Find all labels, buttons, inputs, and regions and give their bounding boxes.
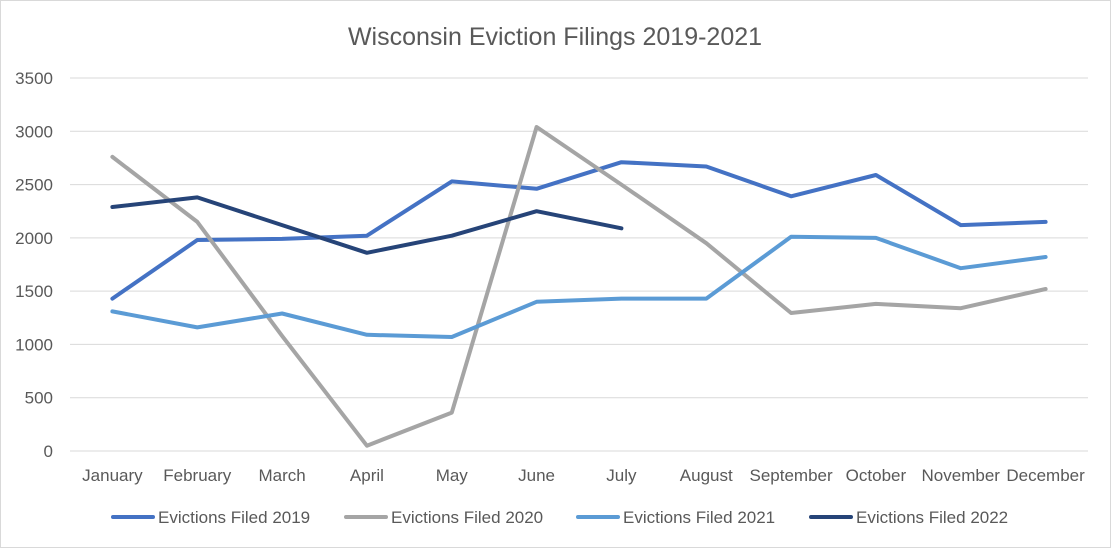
x-tick-label: October	[846, 466, 907, 485]
x-tick-label: November	[922, 466, 1001, 485]
x-tick-label: August	[680, 466, 733, 485]
x-axis-ticks: January February March April May June July Augu…	[82, 466, 1085, 485]
series-line-1	[110, 160, 1048, 301]
x-tick-label: April	[350, 466, 384, 485]
y-tick-label: 3500	[15, 69, 53, 88]
gridlines	[70, 77, 1088, 452]
chart-title: Wisconsin Eviction Filings 2019-2021	[348, 23, 762, 51]
legend-label: Evictions Filed 2019	[158, 508, 310, 527]
legend-label: Evictions Filed 2021	[623, 508, 775, 527]
series-line-3	[110, 234, 1048, 339]
series-line-4	[110, 195, 624, 255]
legend-label: Evictions Filed 2022	[856, 508, 1008, 527]
x-tick-label: May	[436, 466, 469, 485]
y-tick-label: 2500	[15, 176, 53, 195]
x-tick-label: January	[82, 466, 143, 485]
x-tick-label: February	[163, 466, 232, 485]
legend-label: Evictions Filed 2020	[391, 508, 543, 527]
y-tick-label: 500	[25, 389, 53, 408]
x-tick-label: March	[258, 466, 305, 485]
legend: Evictions Filed 2019 Evictions Filed 2020…	[111, 508, 1008, 527]
x-tick-label: July	[606, 466, 637, 485]
x-tick-label: December	[1006, 466, 1085, 485]
y-tick-label: 2000	[15, 229, 53, 248]
y-tick-label: 3000	[15, 122, 53, 141]
x-tick-label: September	[749, 466, 832, 485]
series-lines	[110, 125, 1048, 448]
y-tick-label: 1500	[15, 282, 53, 301]
y-tick-label: 0	[44, 442, 53, 461]
y-tick-label: 1000	[15, 335, 53, 354]
y-axis-ticks: 0 500 1000 1500 2000 2500 3000 3500	[15, 69, 53, 461]
x-tick-label: June	[518, 466, 555, 485]
